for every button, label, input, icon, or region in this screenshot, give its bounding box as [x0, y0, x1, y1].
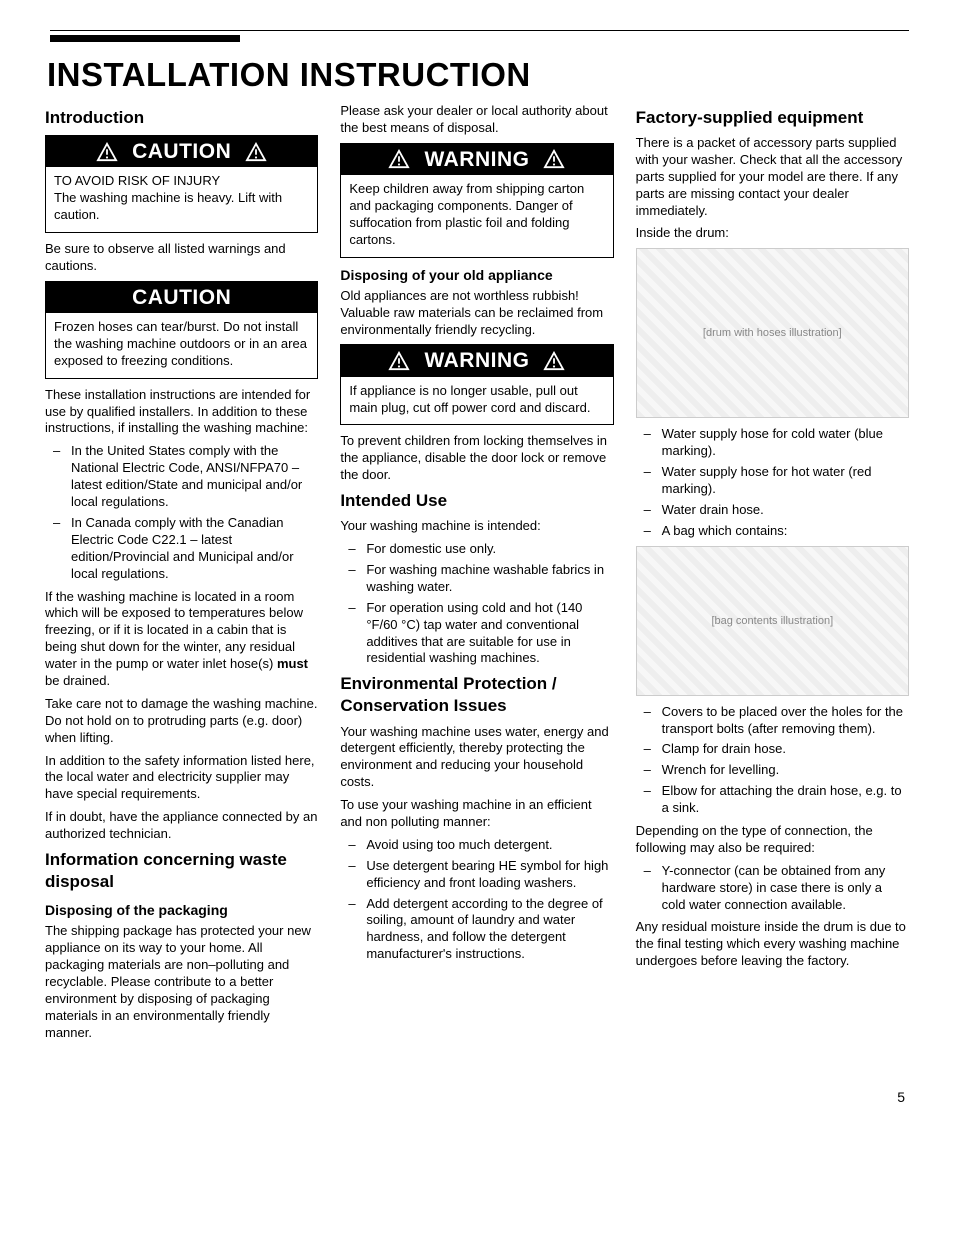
list-item: Elbow for attaching the drain hose, e.g.… — [636, 783, 909, 817]
col3-p4: Any residual moisture inside the drum is… — [636, 919, 909, 970]
list-item: Clamp for drain hose. — [636, 741, 909, 758]
col1-p5: In addition to the safety information li… — [45, 753, 318, 804]
col2-p4: Your washing machine is intended: — [340, 518, 613, 535]
column-3: Factory-supplied equipment There is a pa… — [636, 103, 909, 1048]
warning-box-2-head: WARNING — [341, 345, 612, 376]
text: If the washing machine is located in a r… — [45, 589, 303, 672]
warning-triangle-icon — [388, 149, 410, 169]
warning-triangle-icon — [96, 142, 118, 162]
col2-p1: Please ask your dealer or local authorit… — [340, 103, 613, 137]
col2-p2: Old appliances are not worthless rubbish… — [340, 288, 613, 339]
list-item: Wrench for levelling. — [636, 762, 909, 779]
list-item: Y-connector (can be obtained from any ha… — [636, 863, 909, 914]
warning-1-body: Keep children away from shipping carton … — [341, 175, 612, 257]
col1-p6: If in doubt, have the appliance connecte… — [45, 809, 318, 843]
col3-list-2: Covers to be placed over the holes for t… — [636, 704, 909, 817]
caution-1-body: TO AVOID RISK OF INJURY The washing mach… — [46, 167, 317, 232]
caution-box-2-head: CAUTION — [46, 282, 317, 313]
col2-list-2: Avoid using too much detergent. Use dete… — [340, 837, 613, 963]
top-rule — [50, 30, 909, 31]
warning-2-label: WARNING — [424, 347, 529, 374]
page-number: 5 — [45, 1088, 909, 1106]
caution-box-2: CAUTION Frozen hoses can tear/burst. Do … — [45, 281, 318, 379]
list-item: Use detergent bearing HE symbol for high… — [340, 858, 613, 892]
environmental-heading: Environmental Protection / Conservation … — [340, 673, 613, 717]
caution-1-label: CAUTION — [132, 138, 231, 165]
drum-illustration: [drum with hoses illustration] — [636, 248, 909, 418]
list-item: Water supply hose for hot water (red mar… — [636, 464, 909, 498]
warning-triangle-icon — [388, 351, 410, 371]
text-bold: must — [277, 656, 308, 671]
col1-list-1: In the United States comply with the Nat… — [45, 443, 318, 582]
doc-title: INSTALLATION INSTRUCTION — [47, 54, 909, 97]
col3-p3: Depending on the type of connection, the… — [636, 823, 909, 857]
old-appliance-subheading: Disposing of your old appliance — [340, 266, 613, 284]
caution-box-1: CAUTION TO AVOID RISK OF INJURY The wash… — [45, 135, 318, 233]
caution-box-1-head: CAUTION — [46, 136, 317, 167]
introduction-heading: Introduction — [45, 107, 318, 129]
col3-list-3: Y-connector (can be obtained from any ha… — [636, 863, 909, 914]
col2-p6: To use your washing machine in an effici… — [340, 797, 613, 831]
list-item: For operation using cold and hot (140 °F… — [340, 600, 613, 668]
list-item: Water drain hose. — [636, 502, 909, 519]
list-item: In Canada comply with the Canadian Elect… — [45, 515, 318, 583]
caution-2-label: CAUTION — [132, 284, 231, 311]
list-item: For domestic use only. — [340, 541, 613, 558]
list-item: A bag which contains: — [636, 523, 909, 540]
caution-1-line1: TO AVOID RISK OF INJURY — [54, 173, 220, 188]
warning-triangle-icon — [543, 149, 565, 169]
warning-box-1-head: WARNING — [341, 144, 612, 175]
col1-p4: Take care not to damage the washing mach… — [45, 696, 318, 747]
warning-1-label: WARNING — [424, 146, 529, 173]
columns: Introduction CAUTION TO AVOID RISK OF IN… — [45, 103, 909, 1048]
caution-2-body: Frozen hoses can tear/burst. Do not inst… — [46, 313, 317, 378]
warning-triangle-icon — [543, 351, 565, 371]
packaging-subheading: Disposing of the packaging — [45, 901, 318, 919]
list-item: For washing machine washable fabrics in … — [340, 562, 613, 596]
bag-contents-illustration: [bag contents illustration] — [636, 546, 909, 696]
col1-p2: These installation instructions are inte… — [45, 387, 318, 438]
warning-box-2: WARNING If appliance is no longer usable… — [340, 344, 613, 425]
list-item: Covers to be placed over the holes for t… — [636, 704, 909, 738]
caution-1-line2: The washing machine is heavy. Lift with … — [54, 190, 282, 222]
col3-list-1: Water supply hose for cold water (blue m… — [636, 426, 909, 539]
intended-use-heading: Intended Use — [340, 490, 613, 512]
col2-p5: Your washing machine uses water, energy … — [340, 724, 613, 792]
col1-p7: The shipping package has protected your … — [45, 923, 318, 1041]
list-item: Water supply hose for cold water (blue m… — [636, 426, 909, 460]
warning-triangle-icon — [245, 142, 267, 162]
top-tab — [50, 35, 240, 42]
text: be drained. — [45, 673, 110, 688]
waste-disposal-heading: Information concerning waste disposal — [45, 849, 318, 893]
column-2: Please ask your dealer or local authorit… — [340, 103, 613, 1048]
col1-p1: Be sure to observe all listed warnings a… — [45, 241, 318, 275]
list-item: Add detergent according to the degree of… — [340, 896, 613, 964]
col1-p3: If the washing machine is located in a r… — [45, 589, 318, 690]
warning-2-body: If appliance is no longer usable, pull o… — [341, 377, 612, 425]
col3-p1: There is a packet of accessory parts sup… — [636, 135, 909, 219]
col2-list-1: For domestic use only. For washing machi… — [340, 541, 613, 667]
list-item: In the United States comply with the Nat… — [45, 443, 318, 511]
list-item: Avoid using too much detergent. — [340, 837, 613, 854]
column-1: Introduction CAUTION TO AVOID RISK OF IN… — [45, 103, 318, 1048]
col3-p2: Inside the drum: — [636, 225, 909, 242]
factory-equipment-heading: Factory-supplied equipment — [636, 107, 909, 129]
col2-p3: To prevent children from locking themsel… — [340, 433, 613, 484]
warning-box-1: WARNING Keep children away from shipping… — [340, 143, 613, 258]
